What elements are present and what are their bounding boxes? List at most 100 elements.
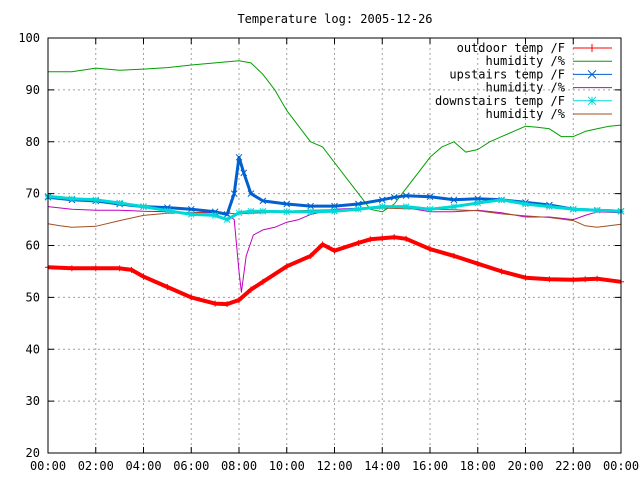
x-tick-label: 14:00 [364, 459, 400, 473]
data-point [522, 200, 529, 208]
data-point [235, 153, 243, 161]
data-point [390, 193, 398, 201]
legend-label: humidity /% [486, 54, 566, 68]
y-tick-label: 30 [26, 394, 40, 408]
data-point [68, 265, 75, 272]
x-tick-label: 18:00 [460, 459, 496, 473]
legend-marker [587, 70, 597, 79]
data-point [450, 252, 457, 259]
data-point [140, 273, 147, 280]
legend-marker [587, 96, 597, 106]
data-point [319, 241, 326, 248]
data-point [283, 200, 291, 208]
data-point [426, 205, 434, 213]
data-point [355, 239, 362, 246]
chart-title: Temperature log: 2005-12-26 [237, 12, 432, 26]
data-point [223, 216, 231, 223]
data-point [378, 203, 386, 210]
data-point [259, 207, 267, 215]
data-point [402, 203, 410, 210]
data-point [283, 263, 290, 270]
legend-label: outdoor temp /F [457, 41, 565, 55]
y-tick-label: 20 [26, 446, 40, 460]
legend-label: humidity /% [486, 107, 566, 121]
data-point [594, 275, 601, 282]
data-point [307, 202, 314, 210]
data-point [307, 208, 314, 216]
x-tick-label: 10:00 [269, 459, 305, 473]
data-point [140, 203, 147, 210]
data-point [450, 196, 458, 204]
data-point [403, 235, 410, 242]
data-point [331, 247, 338, 254]
data-point [522, 274, 529, 281]
data-point [247, 286, 254, 293]
data-point [378, 196, 386, 204]
data-point [498, 196, 505, 204]
data-point [474, 260, 481, 267]
data-point [247, 190, 255, 197]
data-point [391, 234, 398, 241]
data-point [187, 205, 195, 213]
y-tick-label: 70 [26, 187, 40, 201]
data-point [331, 207, 338, 215]
data-point [426, 193, 434, 201]
data-point [259, 278, 266, 285]
x-tick-label: 16:00 [412, 459, 448, 473]
data-point [116, 265, 123, 272]
y-tick-label: 90 [26, 83, 40, 97]
data-point [569, 205, 577, 213]
data-point [283, 208, 291, 216]
grid [48, 38, 621, 453]
series-line [48, 60, 622, 213]
x-tick-label: 00:00 [603, 459, 639, 473]
data-point [92, 196, 100, 204]
legend-label: downstairs temp /F [435, 94, 565, 108]
data-point [240, 169, 248, 177]
x-tick-label: 20:00 [507, 459, 543, 473]
x-tick-label: 06:00 [173, 459, 209, 473]
data-point [450, 203, 458, 210]
data-point [546, 203, 553, 210]
y-tick-label: 50 [26, 290, 40, 304]
data-point [307, 252, 314, 259]
data-point [474, 199, 482, 207]
series-1 [48, 60, 622, 213]
data-point [68, 195, 76, 203]
data-point [224, 301, 231, 308]
legend-label: humidity /% [486, 81, 566, 95]
data-point [230, 190, 238, 197]
x-tick-label: 04:00 [125, 459, 161, 473]
data-point [187, 211, 195, 218]
data-point [235, 209, 243, 217]
x-tick-label: 08:00 [221, 459, 257, 473]
data-point [188, 294, 195, 301]
x-tick-label: 00:00 [30, 459, 66, 473]
y-tick-label: 80 [26, 135, 40, 149]
series-line [47, 235, 622, 307]
data-point [223, 211, 231, 218]
x-tick-label: 02:00 [78, 459, 114, 473]
data-point [582, 276, 589, 283]
data-point [92, 265, 99, 272]
x-tick-label: 22:00 [555, 459, 591, 473]
y-tick-label: 60 [26, 239, 40, 253]
data-point [164, 207, 171, 215]
legend-marker [588, 44, 596, 52]
data-point [331, 202, 338, 210]
y-tick-label: 100 [18, 31, 40, 45]
data-point [128, 266, 135, 273]
data-point [379, 235, 386, 242]
data-point [116, 199, 123, 207]
data-point [236, 296, 242, 303]
data-point [546, 276, 553, 283]
data-point [570, 276, 577, 283]
data-point [355, 200, 362, 208]
data-point [247, 207, 255, 215]
y-tick-label: 40 [26, 342, 40, 356]
axes: 20 30 40 50 60 70 80 90 100 00:00 02:00 04:00 06:00 0… [18, 31, 639, 473]
data-point [212, 300, 219, 307]
data-point [259, 197, 267, 205]
